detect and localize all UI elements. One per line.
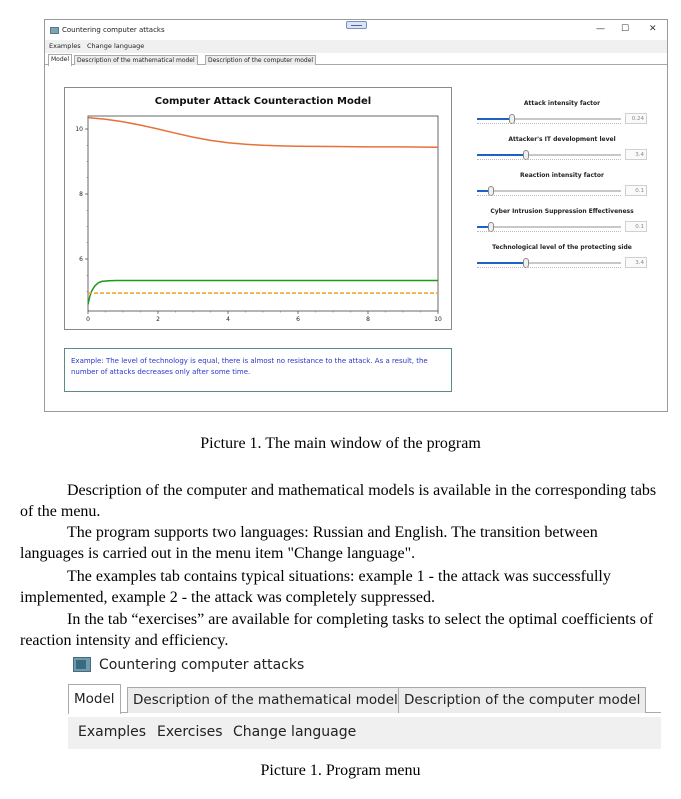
paragraph-exercises: In the tab “exercises” are available for… bbox=[20, 611, 654, 649]
x-tick-label: 0 bbox=[86, 316, 90, 323]
minimize-icon[interactable]: — bbox=[596, 24, 605, 34]
app-icon bbox=[50, 27, 59, 34]
slider-fill bbox=[477, 262, 526, 264]
slider-group: Attacker's IT development level 3.4 bbox=[477, 136, 650, 166]
tab-computer-description[interactable]: Description of the computer model bbox=[398, 687, 647, 713]
menu-bar: Examples Change language bbox=[45, 40, 667, 53]
slider-ticks bbox=[477, 159, 621, 161]
x-tick-label: 8 bbox=[366, 316, 370, 323]
slider-ticks bbox=[477, 195, 621, 197]
close-icon[interactable]: ✕ bbox=[649, 24, 657, 34]
attack-chart: Computer Attack Counteraction Model 0 2 4 6 8… bbox=[75, 96, 442, 323]
menu-change-language[interactable]: Change language bbox=[233, 724, 357, 740]
x-tick-label: 4 bbox=[226, 316, 230, 323]
drag-handle-icon[interactable] bbox=[346, 21, 367, 29]
paragraph-examples: The examples tab contains typical situat… bbox=[20, 568, 611, 606]
slider-fill bbox=[477, 226, 492, 228]
slider-ticks bbox=[477, 231, 621, 233]
tab-math-description[interactable]: Description of the mathematical model bbox=[74, 55, 198, 65]
menu-change-language[interactable]: Change language bbox=[87, 42, 145, 50]
example-description: Example: The level of technology is equa… bbox=[64, 348, 452, 392]
tab-strip: Model Description of the mathematical mo… bbox=[45, 53, 667, 66]
title-bar: Countering computer attacks — ☐ ✕ bbox=[45, 20, 667, 40]
slider-label: Attacker's IT development level bbox=[508, 136, 616, 143]
app-icon bbox=[73, 657, 91, 672]
tab-strip: Model Description of the mathematical mo… bbox=[68, 684, 661, 714]
menu-examples[interactable]: Examples bbox=[78, 724, 147, 740]
x-tick-label: 10 bbox=[434, 316, 442, 323]
slider-label: Reaction intensity factor bbox=[520, 172, 604, 179]
slider-value-field[interactable]: 0.1 bbox=[625, 185, 647, 196]
slider-track[interactable] bbox=[477, 222, 621, 232]
slider-group: Attack intensity factor 0.24 bbox=[477, 100, 650, 130]
slider-value-field[interactable]: 3.4 bbox=[625, 257, 647, 268]
slider-group: Reaction intensity factor 0.1 bbox=[477, 172, 650, 202]
slider-value-field[interactable]: 3.4 bbox=[625, 149, 647, 160]
slider-value-field[interactable]: 0.24 bbox=[625, 113, 647, 124]
window-title: Countering computer attacks bbox=[99, 657, 305, 673]
slider-value-field[interactable]: 0.1 bbox=[625, 221, 647, 232]
slider-track[interactable] bbox=[477, 150, 621, 160]
menu-examples[interactable]: Examples bbox=[49, 42, 81, 50]
series-line-0 bbox=[87, 116, 439, 148]
menu-exercises[interactable]: Exercises bbox=[157, 724, 223, 740]
slider-label: Attack intensity factor bbox=[523, 100, 601, 107]
slider-track[interactable] bbox=[477, 114, 621, 124]
main-window-screenshot: Countering computer attacks — ☐ ✕ Exampl… bbox=[44, 19, 668, 412]
y-tick-label: 6 bbox=[79, 256, 83, 263]
slider-fill bbox=[477, 154, 526, 156]
slider-group: Cyber Intrusion Suppression Effectivenes… bbox=[477, 208, 650, 238]
slider-group: Technological level of the protecting si… bbox=[477, 244, 650, 274]
chart-title: Computer Attack Counteraction Model bbox=[155, 96, 371, 107]
y-tick-label: 8 bbox=[79, 191, 83, 198]
slider-label: Cyber Intrusion Suppression Effectivenes… bbox=[490, 208, 634, 215]
tab-model[interactable]: Model bbox=[48, 54, 73, 66]
tab-computer-description[interactable]: Description of the computer model bbox=[205, 55, 317, 65]
caption-program-menu: Picture 1. Program menu bbox=[260, 762, 421, 779]
tab-model[interactable]: Model bbox=[68, 684, 121, 714]
slider-track[interactable] bbox=[477, 186, 621, 196]
slider-ticks bbox=[477, 267, 621, 269]
maximize-icon[interactable]: ☐ bbox=[621, 24, 630, 34]
x-tick-label: 2 bbox=[156, 316, 160, 323]
tab-math-description[interactable]: Description of the mathematical model bbox=[127, 687, 404, 713]
y-tick-label: 10 bbox=[75, 126, 83, 133]
window-title: Countering computer attacks bbox=[62, 26, 165, 34]
series-line-1 bbox=[87, 279, 438, 305]
slider-ticks bbox=[477, 123, 621, 125]
chart-panel: Computer Attack Counteraction Model 0 2 4 6 8… bbox=[64, 87, 452, 330]
slider-track[interactable] bbox=[477, 258, 621, 268]
menu-bar: Examples Exercises Change language bbox=[68, 717, 661, 749]
x-tick-label: 6 bbox=[296, 316, 300, 323]
slider-fill bbox=[477, 118, 512, 120]
caption-main-window: Picture 1. The main window of the progra… bbox=[200, 435, 481, 452]
paragraph-models: Description of the computer and mathemat… bbox=[20, 482, 657, 520]
slider-fill bbox=[477, 190, 492, 192]
slider-label: Technological level of the protecting si… bbox=[492, 244, 632, 251]
paragraph-languages: The program supports two languages: Russ… bbox=[20, 524, 598, 562]
